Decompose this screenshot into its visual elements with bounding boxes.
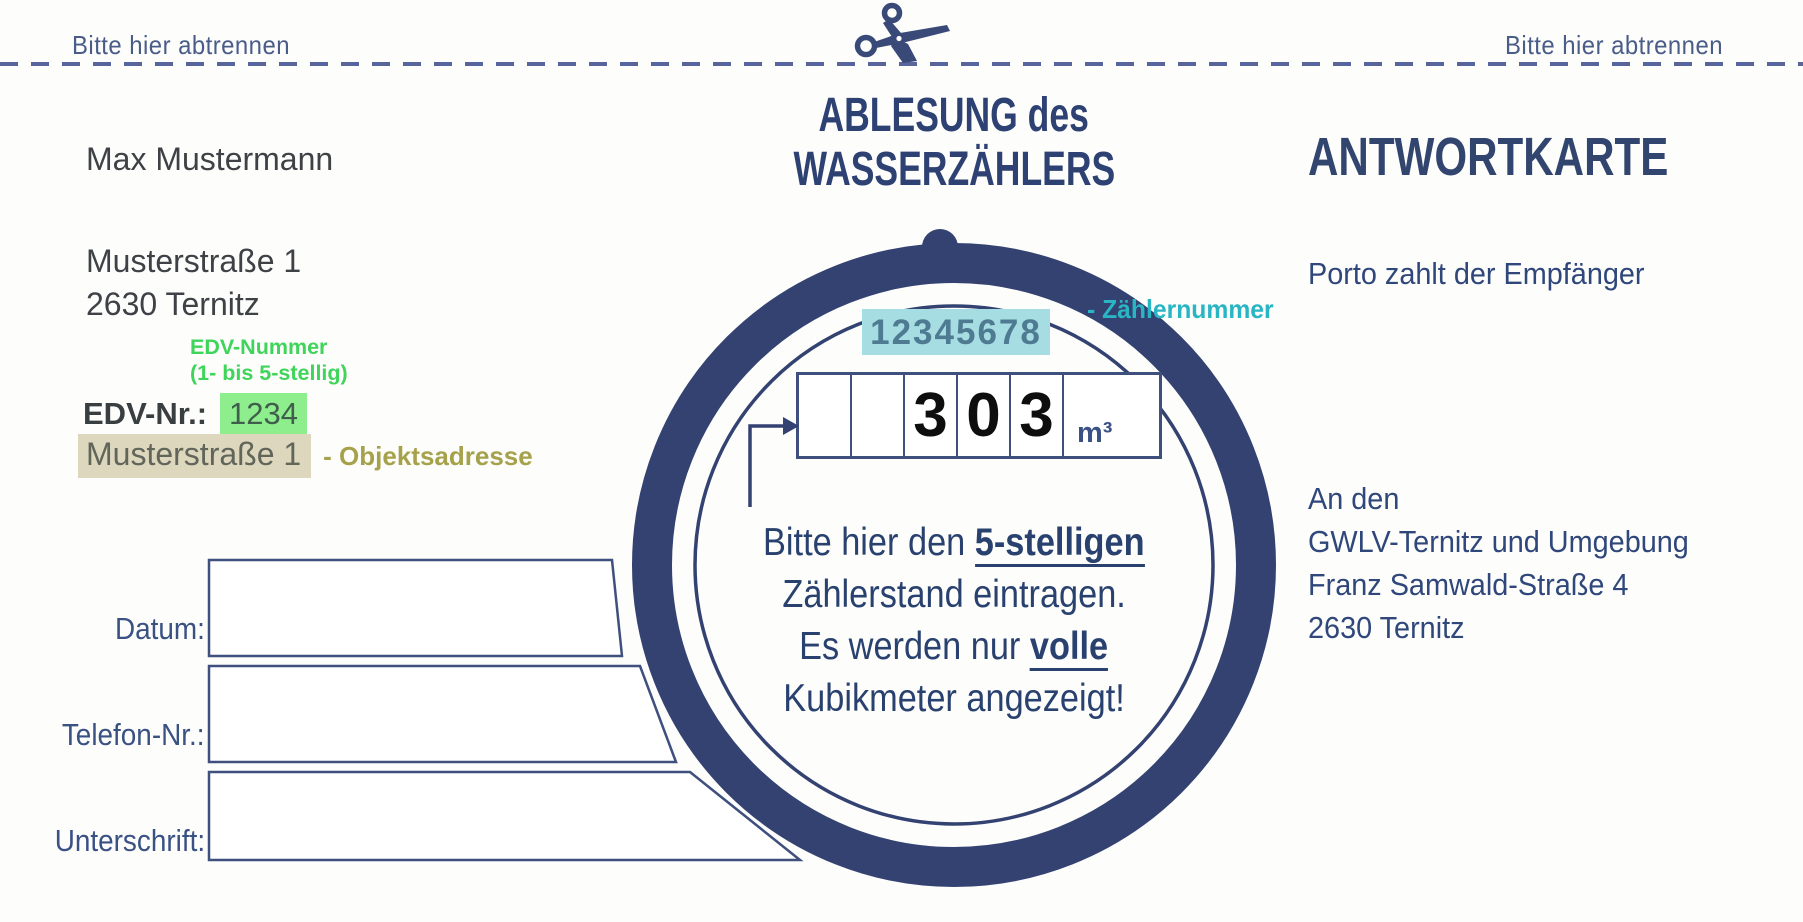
sender-city: 2630 Ternitz bbox=[86, 286, 260, 322]
register-cell-4[interactable]: 0 bbox=[958, 375, 1011, 456]
date-field-box[interactable] bbox=[207, 558, 624, 658]
register-cell-5[interactable]: 3 bbox=[1011, 375, 1064, 456]
register-cell-2[interactable] bbox=[852, 375, 905, 456]
register-cell-1[interactable] bbox=[799, 375, 852, 456]
edv-annotation: EDV-Nummer (1- bis 5-stellig) bbox=[190, 334, 348, 386]
cut-here-label-left: Bitte hier abtrennen bbox=[72, 30, 290, 60]
edv-annotation-line1: EDV-Nummer bbox=[190, 335, 328, 359]
edv-annotation-line2: (1- bis 5-stellig) bbox=[190, 361, 348, 385]
register-pointer-arrow bbox=[748, 417, 799, 507]
instruction-emphasis-5-stelligen: 5-stelligen bbox=[975, 521, 1145, 567]
phone-field-box[interactable] bbox=[207, 664, 678, 764]
sender-street: Musterstraße 1 bbox=[86, 243, 302, 279]
recipient-line4: 2630 Ternitz bbox=[1308, 610, 1465, 645]
cut-here-label-right: Bitte hier abtrennen bbox=[1505, 30, 1723, 60]
signature-field-box[interactable] bbox=[207, 770, 804, 862]
instruction-line1: Bitte hier den 5-stelligen bbox=[704, 517, 1204, 569]
instruction-line3: Es werden nur volle bbox=[704, 621, 1204, 673]
date-field-label: Datum: bbox=[115, 611, 205, 646]
recipient-address: An den GWLV-Ternitz und Umgebung Franz S… bbox=[1308, 477, 1718, 649]
object-address-annotation: - Objektsadresse bbox=[323, 441, 533, 471]
meter-title-line1: ABLESUNG des bbox=[818, 89, 1090, 142]
edv-number-label: EDV-Nr.: bbox=[83, 396, 208, 431]
meter-register: 3 0 3 m³ bbox=[796, 372, 1162, 459]
instruction-emphasis-volle: volle bbox=[1030, 625, 1109, 671]
meter-serial-highlight: 12345678 bbox=[862, 309, 1050, 355]
reply-card-title: ANTWORTKARTE bbox=[1308, 127, 1669, 187]
instruction-line2: Zählerstand eintragen. bbox=[782, 573, 1126, 616]
instruction-line4: Kubikmeter angezeigt! bbox=[783, 677, 1125, 720]
signature-field-label: Unterschrift: bbox=[54, 823, 205, 858]
scissors-icon bbox=[854, 2, 950, 63]
recipient-line2: GWLV-Ternitz und Umgebung bbox=[1308, 524, 1689, 559]
object-address-highlight: Musterstraße 1 bbox=[78, 434, 312, 478]
recipient-line3: Franz Samwald-Straße 4 bbox=[1308, 567, 1629, 602]
register-unit-label: m³ bbox=[1077, 417, 1113, 449]
meter-top-knob bbox=[922, 229, 958, 265]
register-cell-3[interactable]: 3 bbox=[905, 375, 958, 456]
recipient-line1: An den bbox=[1308, 481, 1400, 516]
phone-field-label: Telefon-Nr.: bbox=[62, 717, 205, 752]
sender-name: Max Mustermann bbox=[86, 141, 334, 177]
postage-note: Porto zahlt der Empfänger bbox=[1308, 256, 1645, 291]
edv-number-value-highlight: 1234 bbox=[220, 393, 307, 436]
meter-title-line2: WASSERZÄHLERS bbox=[793, 143, 1115, 196]
perforation-dashed-line bbox=[0, 62, 1803, 66]
serial-number-annotation: - Zählernummer bbox=[1087, 294, 1274, 324]
meter-instructions: Bitte hier den 5-stelligen Zählerstand e… bbox=[704, 517, 1204, 725]
